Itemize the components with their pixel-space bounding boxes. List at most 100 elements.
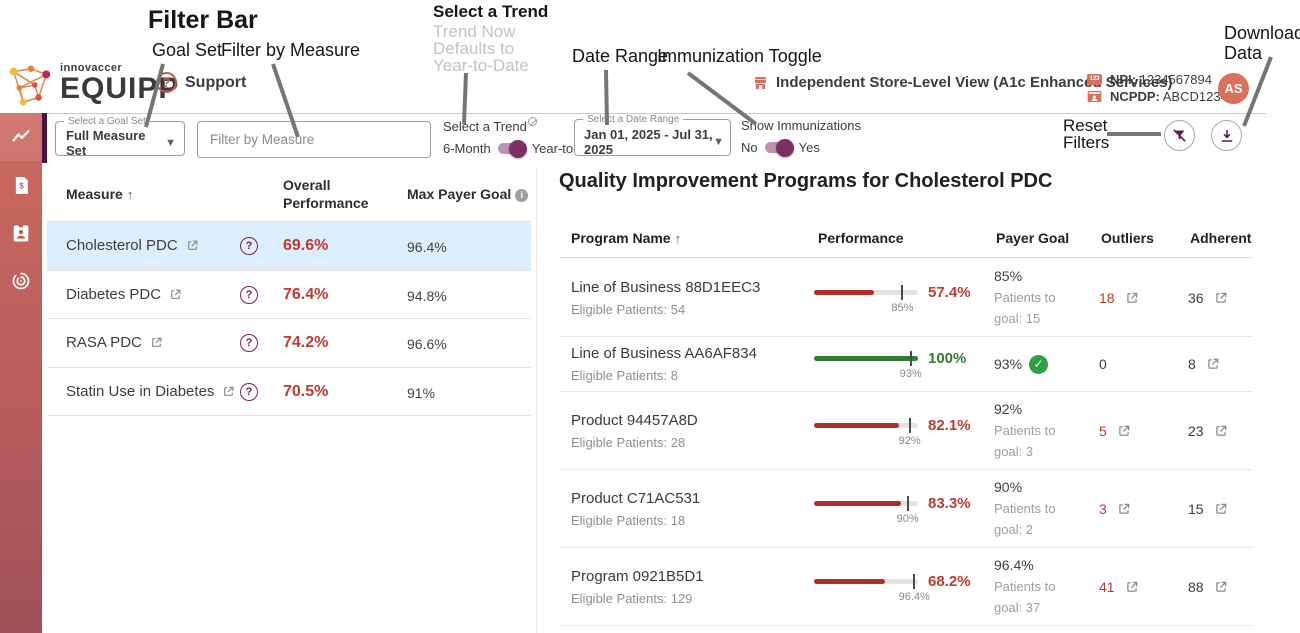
performance-bar-fill xyxy=(814,356,918,361)
patients-to-goal-line2: goal: 15 xyxy=(994,311,1041,326)
program-row[interactable]: Line of Business 88D1EEC3 Eligible Patie… xyxy=(559,259,1253,337)
adherent-cell: 15 xyxy=(1188,501,1253,517)
trend-option-6-month[interactable]: 6-Month xyxy=(443,141,491,156)
measure-help-icon[interactable]: ? xyxy=(240,237,258,255)
external-link-icon[interactable] xyxy=(186,239,199,252)
payer-goal-tick xyxy=(901,284,904,300)
annotation-download-data: Download Data xyxy=(1224,23,1300,63)
trend-help-icon[interactable] xyxy=(527,117,537,126)
panel-divider xyxy=(536,168,537,633)
payer-goal-tick xyxy=(906,495,909,511)
sidebar-item-performance-trends[interactable] xyxy=(0,113,42,161)
measure-row[interactable]: RASA PDC ? 74.2% 96.6% xyxy=(47,319,531,368)
measure-help-icon[interactable]: ? xyxy=(240,382,258,401)
patients-to-goal-line1: Patients to xyxy=(994,579,1056,594)
info-icon[interactable]: i xyxy=(515,188,529,202)
external-link-icon[interactable] xyxy=(1117,424,1131,438)
trend-label: Select a Trend xyxy=(443,119,527,134)
download-data-button[interactable] xyxy=(1211,120,1242,151)
ncpdp-label: NCPDP: xyxy=(1110,88,1160,104)
annotation-immunization-toggle: Immunization Toggle xyxy=(657,46,822,66)
program-row[interactable]: Product 94457A8D Eligible Patients: 28 9… xyxy=(559,392,1253,470)
measure-help-icon[interactable]: ? xyxy=(240,334,258,352)
npi-label: NPI: xyxy=(1110,71,1136,87)
performance-bar-track: 93% xyxy=(814,351,922,380)
measure-help-icon[interactable]: ? xyxy=(240,285,258,304)
outliers-value: 3 xyxy=(1099,500,1107,517)
goal-met-check-icon: ✓ xyxy=(1029,354,1049,374)
store-view-label: Independent Store-Level View (A1c Enhanc… xyxy=(776,74,1173,91)
column-adherent[interactable]: Adherent xyxy=(1190,230,1252,246)
sidebar-item-billing[interactable]: $ xyxy=(0,161,42,209)
max-payer-goal-value: 96.4% xyxy=(407,239,447,255)
immunizations-option-yes[interactable]: Yes xyxy=(798,140,820,155)
overall-performance-value: 69.6% xyxy=(283,237,329,254)
outliers-value: 18 xyxy=(1099,289,1115,306)
program-row[interactable]: Product C71AC531 Eligible Patients: 18 9… xyxy=(559,470,1253,548)
outliers-cell: 0 xyxy=(1099,356,1188,372)
support-button[interactable]: ? Support xyxy=(156,72,246,93)
immunizations-option-no[interactable]: No xyxy=(741,140,758,155)
performance-bar-track: 96.4% xyxy=(814,573,930,603)
measure-row[interactable]: Statin Use in Diabetes ? 70.5% 91% xyxy=(47,368,531,416)
column-measure[interactable]: Measure ↑ xyxy=(66,186,134,202)
external-link-icon[interactable] xyxy=(1125,580,1139,594)
sidebar-item-goals[interactable] xyxy=(0,257,42,305)
ncpdp-id-card-icon xyxy=(1087,90,1102,102)
date-range-select[interactable]: Select a Date Range Jan 01, 2025 - Jul 3… xyxy=(574,114,731,157)
column-overall-performance[interactable]: Overall Performance xyxy=(283,177,369,211)
program-name: Program 0921B5D1 xyxy=(571,567,704,585)
measure-table-header: Measure ↑ Overall Performance Max Payer Go… xyxy=(47,168,531,222)
payer-goal-cell: 85% ✓ Patients to goal: 15 xyxy=(994,266,1099,329)
patients-to-goal-line1: Patients to xyxy=(994,501,1056,516)
adherent-value: 36 xyxy=(1188,289,1204,306)
payer-goal-tick xyxy=(909,351,912,366)
program-row[interactable]: Line of Business AA6AF834 Eligible Patie… xyxy=(559,337,1253,392)
measure-filter-input[interactable] xyxy=(197,121,431,158)
external-link-icon[interactable] xyxy=(222,385,235,398)
sidebar-active-indicator xyxy=(42,113,47,163)
patients-to-goal-line2: goal: 3 xyxy=(994,444,1034,459)
header-divider xyxy=(47,113,1266,114)
external-link-icon[interactable] xyxy=(1125,291,1139,305)
payer-goal-value: 90% xyxy=(994,479,1023,495)
column-outliers[interactable]: Outliers xyxy=(1101,230,1154,246)
column-max-payer-goal[interactable]: Max Payer Goal i xyxy=(407,186,529,202)
external-link-icon[interactable] xyxy=(1214,424,1228,438)
npi-icon: 123 xyxy=(1087,73,1102,85)
external-link-icon[interactable] xyxy=(169,288,182,301)
payer-goal-value: 92% xyxy=(994,401,1023,417)
external-link-icon[interactable] xyxy=(1117,502,1131,516)
external-link-icon[interactable] xyxy=(150,336,163,349)
column-performance[interactable]: Performance xyxy=(818,230,904,246)
immunizations-toggle[interactable] xyxy=(764,138,794,157)
column-program-name[interactable]: Program Name ↑ xyxy=(571,230,682,246)
measure-row[interactable]: Diabetes PDC ? 76.4% 94.8% xyxy=(47,271,531,319)
external-link-icon[interactable] xyxy=(1214,291,1228,305)
annotation-trend-sub1: Trend Now xyxy=(433,22,516,41)
external-link-icon[interactable] xyxy=(1206,357,1220,371)
column-payer-goal[interactable]: Payer Goal xyxy=(996,230,1070,246)
external-link-icon[interactable] xyxy=(1214,502,1228,516)
performance-bar-fill xyxy=(814,578,885,584)
payer-goal-tick xyxy=(913,573,916,589)
reset-filters-button[interactable] xyxy=(1164,120,1195,151)
innovaccer-logo-mark xyxy=(9,65,51,106)
measure-row[interactable]: Cholesterol PDC ? 69.6% 96.4% xyxy=(47,222,531,271)
goal-set-select[interactable]: Select a Goal Set Full Measure Set ▼ xyxy=(55,116,185,158)
annotation-date-range: Date Range xyxy=(572,46,669,66)
external-link-icon[interactable] xyxy=(1214,580,1228,594)
brand-innovaccer: innovaccer xyxy=(60,62,123,74)
sidebar-item-patients[interactable] xyxy=(0,209,42,257)
pharmacy-ids: 123 NPI: 1234567894 NCPDP: ABCD1234 xyxy=(1087,71,1228,105)
user-avatar[interactable]: AS xyxy=(1218,73,1249,104)
max-payer-goal-value: 94.8% xyxy=(407,287,447,304)
performance-value: 82.1% xyxy=(928,416,971,434)
payer-goal-tick-label: 92% xyxy=(898,434,921,447)
program-row[interactable]: Program 0921B5D1 Eligible Patients: 129 … xyxy=(559,548,1253,626)
trend-toggle[interactable] xyxy=(497,139,527,158)
patients-to-goal-line1: Patients to xyxy=(994,423,1056,438)
goal-set-label: Select a Goal Set xyxy=(68,116,146,127)
adherent-value: 8 xyxy=(1188,356,1196,372)
